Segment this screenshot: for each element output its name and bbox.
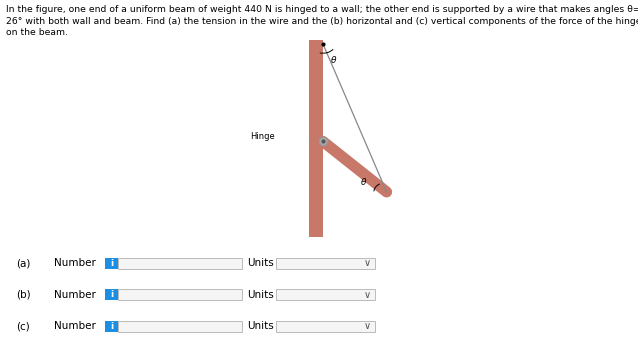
Bar: [105, 258, 118, 269]
Text: In the figure, one end of a uniform beam of weight 440 N is hinged to a wall; th: In the figure, one end of a uniform beam…: [6, 5, 638, 14]
Text: on the beam.: on the beam.: [6, 28, 68, 37]
Text: i: i: [110, 259, 113, 268]
Text: Number: Number: [54, 290, 96, 300]
Text: Units: Units: [247, 290, 274, 300]
Text: 26° with both wall and beam. Find (a) the tension in the wire and the (b) horizo: 26° with both wall and beam. Find (a) th…: [6, 17, 638, 26]
Text: θ: θ: [361, 178, 367, 187]
Bar: [276, 289, 375, 300]
Bar: [276, 321, 375, 332]
Text: Hinge: Hinge: [250, 132, 275, 141]
Bar: [118, 289, 242, 300]
Bar: [105, 321, 118, 332]
Bar: [309, 40, 323, 237]
Bar: [118, 321, 242, 332]
Text: (b): (b): [16, 290, 31, 300]
Text: (a): (a): [16, 259, 31, 268]
Text: ∨: ∨: [363, 290, 371, 300]
Bar: [105, 289, 118, 300]
Bar: [276, 258, 375, 269]
Text: Units: Units: [247, 259, 274, 268]
Text: i: i: [110, 290, 113, 299]
Text: (c): (c): [16, 321, 30, 331]
Text: Number: Number: [54, 259, 96, 268]
Text: Units: Units: [247, 321, 274, 331]
Bar: [118, 258, 242, 269]
Text: Number: Number: [54, 321, 96, 331]
Text: ∨: ∨: [363, 259, 371, 268]
Text: ∨: ∨: [363, 321, 371, 331]
Text: θ: θ: [330, 56, 336, 65]
Text: i: i: [110, 322, 113, 331]
